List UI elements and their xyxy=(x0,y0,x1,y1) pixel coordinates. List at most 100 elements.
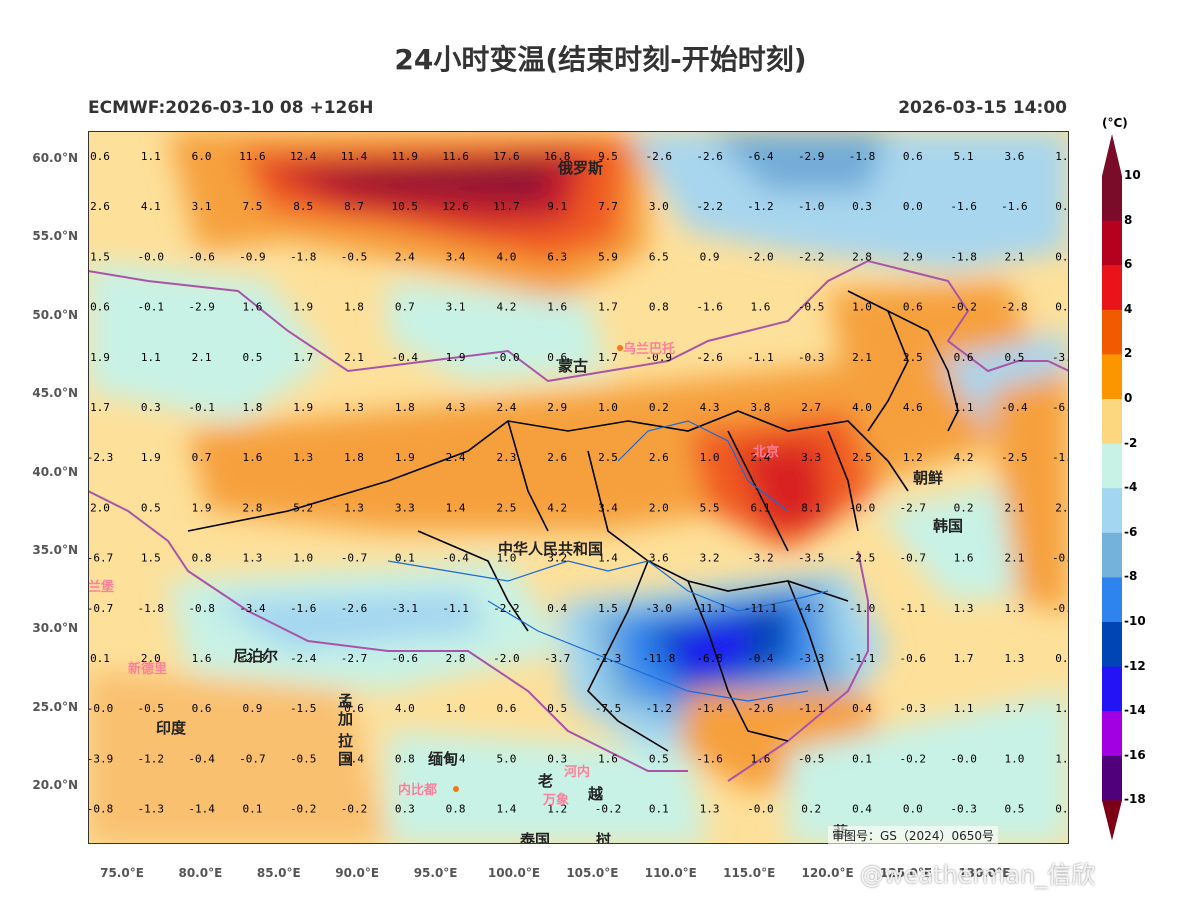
grid-value: -1.2 xyxy=(747,200,774,213)
grid-value: 5.9 xyxy=(598,250,618,263)
grid-value: -2.9 xyxy=(188,301,215,314)
grid-value: 1.9 xyxy=(293,401,313,414)
grid-value: -0.5 xyxy=(798,752,825,765)
grid-value: 1.1 xyxy=(141,351,161,364)
grid-value: -0.7 xyxy=(88,602,113,615)
grid-value: 2.0 xyxy=(141,652,161,665)
grid-value: 0.7 xyxy=(395,301,415,314)
colorbar-unit: (°C) xyxy=(1102,116,1128,130)
colorbar-segment xyxy=(1102,176,1122,222)
colorbar-segment xyxy=(1102,399,1122,445)
grid-value: -0.0 xyxy=(747,803,774,816)
grid-value: -2.4 xyxy=(290,652,317,665)
grid-value: -2.6 xyxy=(341,602,368,615)
grid-value: 1.0 xyxy=(293,552,313,565)
grid-value: 1.6 xyxy=(750,752,770,765)
place-name: 北京 xyxy=(753,444,779,460)
grid-value: 2.0 xyxy=(90,501,110,514)
place-name: 拉 xyxy=(338,732,353,750)
colorbar-segment xyxy=(1102,532,1122,578)
grid-value: -0.4 xyxy=(747,652,774,665)
grid-value: 1.3 xyxy=(293,451,313,464)
capital-marker xyxy=(453,786,459,792)
grid-value: 1.8 xyxy=(395,401,415,414)
map-title: 24小时变温(结束时刻-开始时刻) xyxy=(394,43,807,76)
grid-value: 0.8 xyxy=(395,752,415,765)
grid-value: 2.1 xyxy=(1004,250,1024,263)
grid-value: 1.4 xyxy=(598,552,618,565)
grid-value: 0.2 xyxy=(801,803,821,816)
grid-value: 1.1 xyxy=(954,401,974,414)
grid-value: 0.6 xyxy=(90,301,110,314)
grid-value: -1.0 xyxy=(849,602,876,615)
grid-value: -1.8 xyxy=(138,602,165,615)
grid-value: 1.9 xyxy=(395,451,415,464)
grid-value: -0.7 xyxy=(239,752,266,765)
colorbar-segment xyxy=(1102,711,1122,757)
grid-value: -1.1 xyxy=(747,351,774,364)
grid-value: 1.7 xyxy=(598,301,618,314)
place-name: 河内 xyxy=(564,764,590,780)
latitude-tick-label: 25.0°N xyxy=(32,699,78,714)
grid-value: 4.0 xyxy=(496,250,516,263)
grid-value: 6.5 xyxy=(649,250,669,263)
grid-value: -11.8 xyxy=(642,652,675,665)
grid-value: -0.2 xyxy=(950,301,977,314)
grid-value: 2.1 xyxy=(344,351,364,364)
grid-value: 1.6 xyxy=(192,652,212,665)
grid-value: 2.1 xyxy=(192,351,212,364)
place-name: 加 xyxy=(337,710,353,728)
grid-value: -0.0 xyxy=(493,351,520,364)
grid-value: -0.5 xyxy=(341,250,368,263)
grid-value: 1.7 xyxy=(1004,702,1024,715)
colorbar-segment xyxy=(1102,309,1122,355)
grid-value: 2.5 xyxy=(598,451,618,464)
grid-value: 3.3 xyxy=(395,501,415,514)
colorbar-tick-label: -6 xyxy=(1124,524,1138,539)
grid-value: 12.4 xyxy=(290,150,317,163)
grid-value: -0.2 xyxy=(290,803,317,816)
grid-value: 3.1 xyxy=(446,301,466,314)
grid-value: -0.0 xyxy=(88,702,113,715)
latitude-tick-label: 30.0°N xyxy=(32,621,78,636)
grid-value: 1.2 xyxy=(1055,150,1069,163)
grid-value: -2.8 xyxy=(1001,301,1028,314)
grid-value: -0.0 xyxy=(138,250,165,263)
grid-value: 1.1 xyxy=(141,150,161,163)
grid-value: 0.6 xyxy=(903,150,923,163)
grid-value: 3.4 xyxy=(446,250,466,263)
grid-value: -6.4 xyxy=(747,150,774,163)
grid-value: 11.4 xyxy=(341,150,368,163)
grid-value: -0.0 xyxy=(1052,602,1069,615)
grid-value: 0.9 xyxy=(1055,652,1069,665)
grid-value: 1.7 xyxy=(293,351,313,364)
grid-value: 1.4 xyxy=(446,752,466,765)
grid-value: 1.0 xyxy=(700,451,720,464)
grid-value: -0.6 xyxy=(900,652,927,665)
place-name: 越 xyxy=(587,785,604,803)
grid-value: -0.1 xyxy=(188,401,215,414)
grid-value: 9.5 xyxy=(598,150,618,163)
grid-value: 1.4 xyxy=(446,501,466,514)
grid-value: -0.6 xyxy=(392,652,419,665)
grid-value: -1.8 xyxy=(950,250,977,263)
grid-value: 7.5 xyxy=(242,200,262,213)
grid-value: -2.5 xyxy=(849,552,876,565)
grid-value: -3.2 xyxy=(747,552,774,565)
longitude-tick-label: 75.0°E xyxy=(100,866,144,880)
grid-value: -0.7 xyxy=(341,552,368,565)
grid-value: 3.2 xyxy=(547,552,567,565)
grid-value: 1.5 xyxy=(141,552,161,565)
colorbar-tick-label: -4 xyxy=(1124,480,1138,495)
grid-value: 4.6 xyxy=(903,401,923,414)
grid-value: 4.2 xyxy=(547,501,567,514)
watermark: @weatherman_信欣 xyxy=(860,861,1096,889)
grid-value: -0.9 xyxy=(239,250,266,263)
grid-value: 11.9 xyxy=(392,150,419,163)
grid-value: 2.3 xyxy=(496,451,516,464)
longitude-tick-label: 85.0°E xyxy=(256,866,301,880)
grid-value: -0.8 xyxy=(88,803,113,816)
grid-value-layer: 0.6 1.1 6.0 11.6 12.4 11.4 11.9 11.6 17.6 16.8 9.5… xyxy=(88,150,1069,816)
grid-value: 8.5 xyxy=(293,200,313,213)
grid-value: -0.5 xyxy=(138,702,165,715)
